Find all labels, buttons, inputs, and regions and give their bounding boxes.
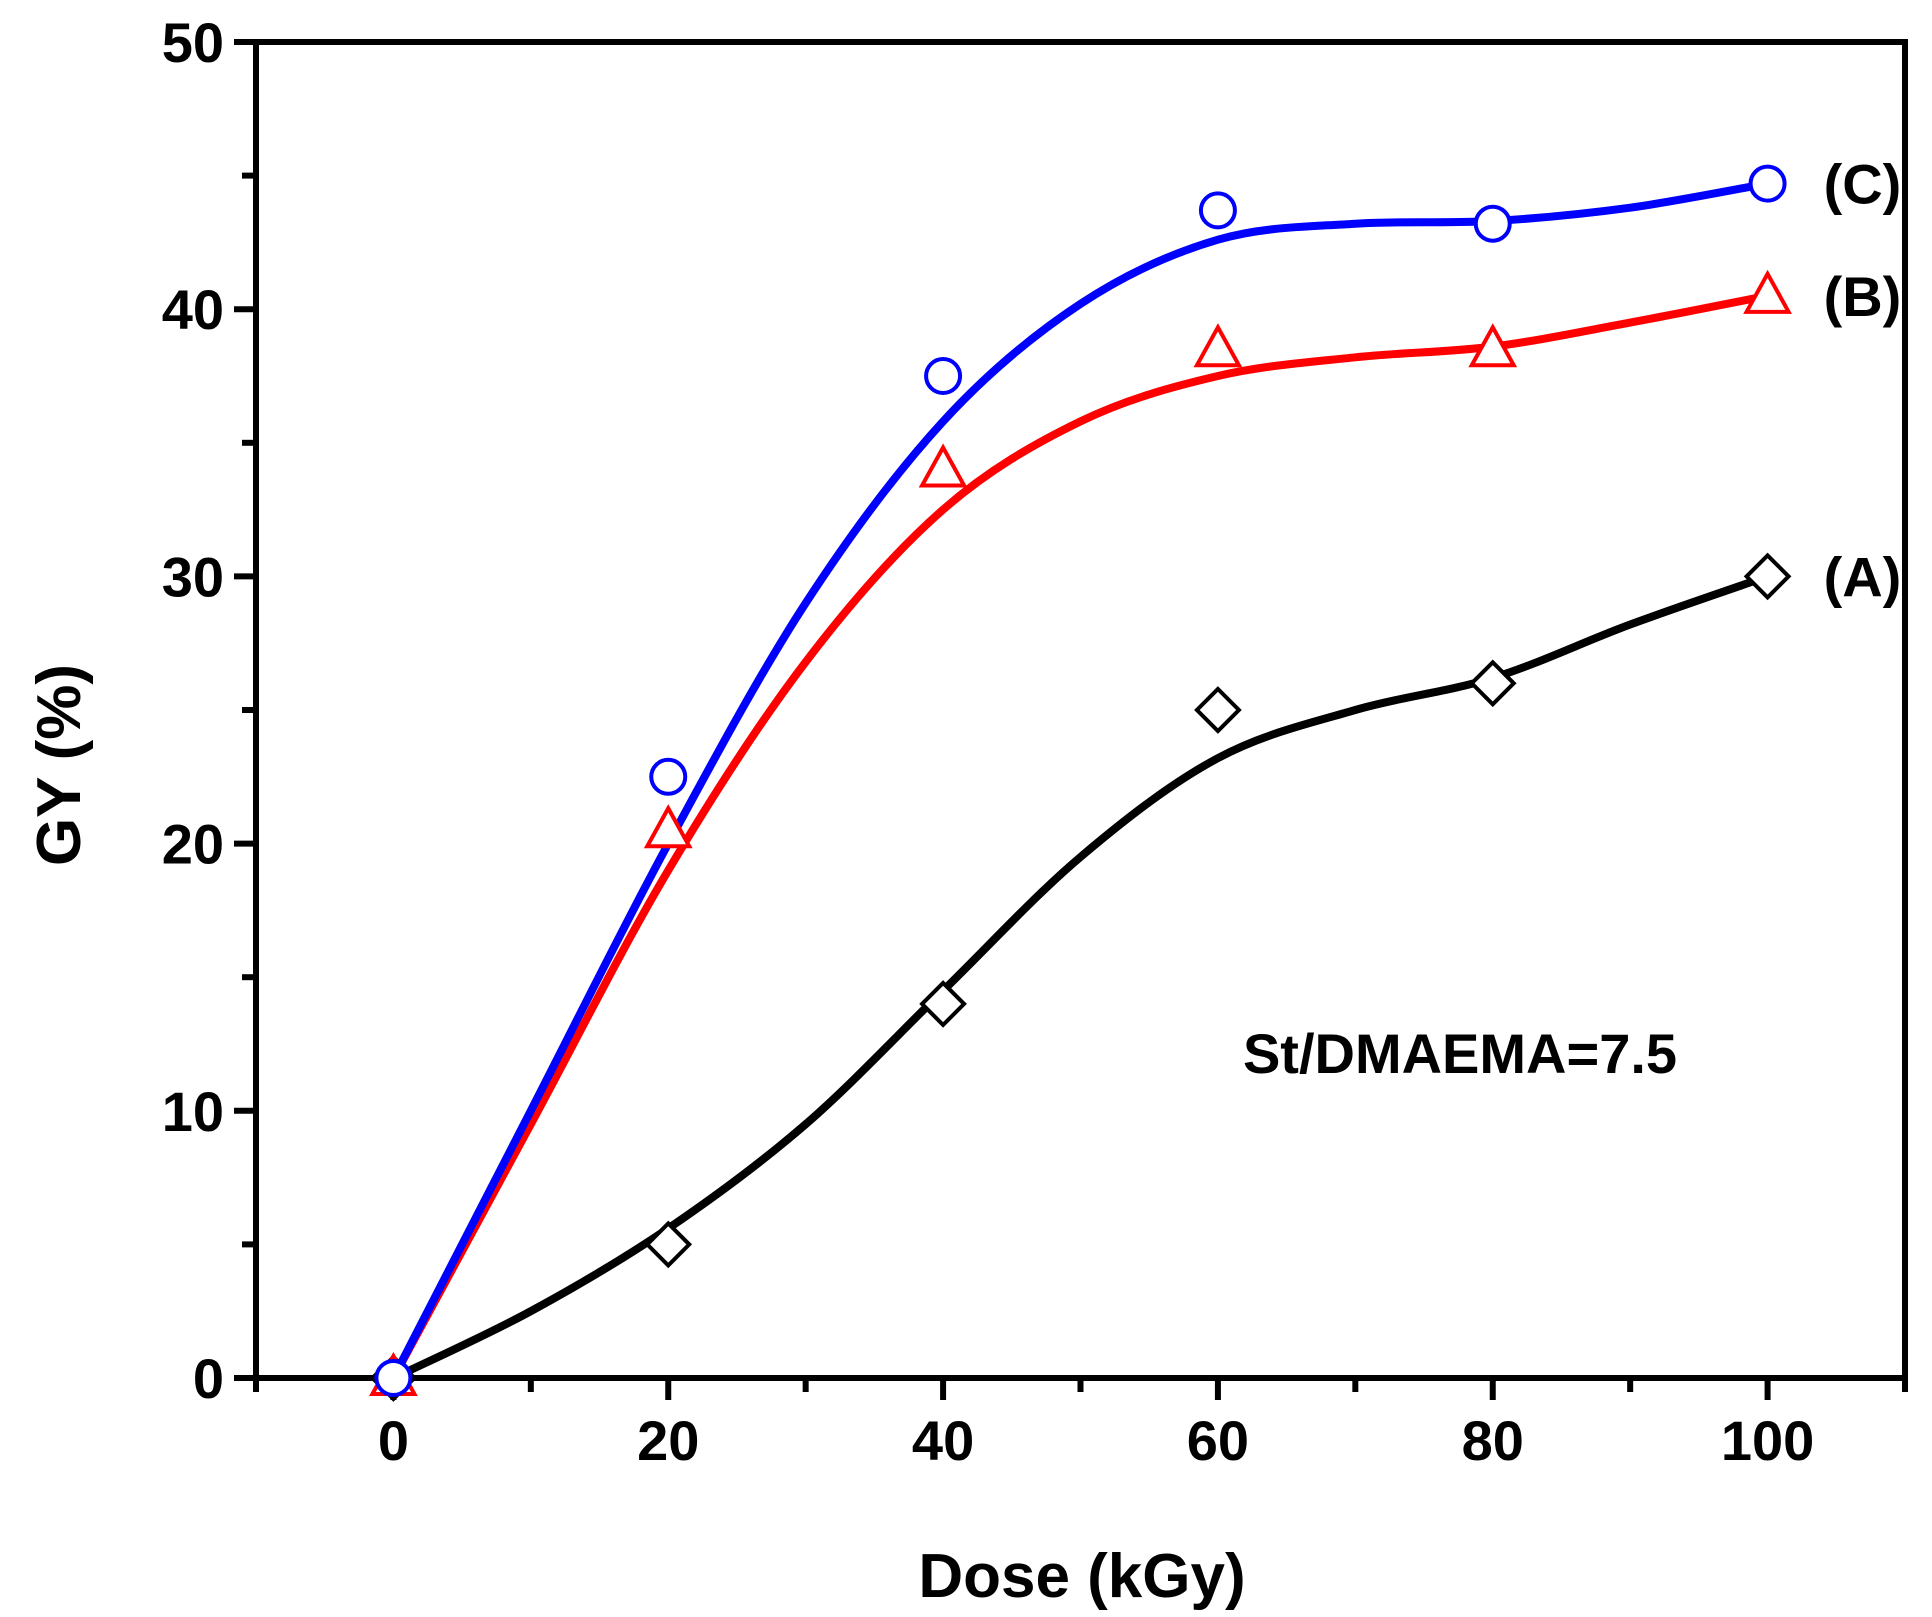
- y-tick-label: 20: [162, 813, 224, 876]
- y-axis-title: GY (%): [25, 664, 94, 866]
- marker-a: [1743, 552, 1792, 601]
- series-line-b: [389, 291, 1772, 1382]
- marker-c: [649, 757, 688, 796]
- marker-b: [1193, 323, 1243, 368]
- axes-layer: 0 20 40 60 80 100 0 10 20 30 40 50: [162, 11, 1908, 1472]
- marker-b: [918, 443, 968, 488]
- series-line-c: [389, 179, 1772, 1382]
- x-tick-label: 60: [1187, 1409, 1249, 1472]
- marker-c: [374, 1359, 413, 1397]
- marker-b: [1468, 323, 1518, 368]
- x-axis-title: Dose (kGy): [918, 1542, 1245, 1611]
- x-tick-label: 0: [378, 1409, 409, 1472]
- marker-b: [1743, 269, 1792, 314]
- marker-c: [1473, 204, 1512, 243]
- marker-b: [643, 804, 693, 849]
- x-tick-label: 40: [912, 1409, 974, 1472]
- y-tick-label: 50: [162, 11, 224, 74]
- annotation-text: St/DMAEMA=7.5: [1243, 1022, 1677, 1085]
- series-label-c: (C): [1824, 153, 1902, 216]
- marker-a: [1194, 686, 1242, 734]
- series-layer: [389, 179, 1772, 1382]
- x-tick-label: 20: [637, 1409, 699, 1472]
- y-tick-label: 10: [162, 1080, 224, 1143]
- marker-c: [1748, 164, 1787, 203]
- y-tick-label: 30: [162, 545, 224, 608]
- marker-layer: [369, 164, 1792, 1402]
- x-tick-label: 80: [1462, 1409, 1524, 1472]
- marker-a: [1468, 659, 1517, 708]
- y-tick-label: 40: [162, 278, 224, 341]
- x-tick-label: 100: [1721, 1409, 1814, 1472]
- marker-c: [1198, 191, 1237, 230]
- y-tick-label: 0: [193, 1347, 224, 1410]
- series-label-a: (A): [1824, 545, 1902, 608]
- label-layer: (A) (B) (C): [1824, 153, 1902, 609]
- marker-a: [919, 980, 967, 1028]
- series-line-a: [389, 572, 1772, 1382]
- series-label-b: (B): [1824, 265, 1902, 328]
- marker-a: [644, 1220, 693, 1269]
- marker-c: [924, 357, 963, 395]
